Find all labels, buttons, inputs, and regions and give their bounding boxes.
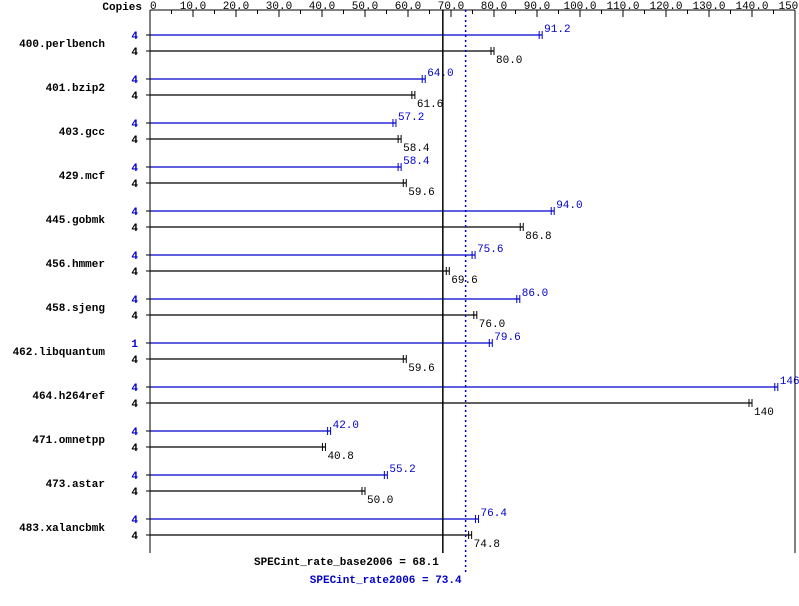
svg-text:30.0: 30.0 (266, 1, 292, 13)
copies-base: 4 (131, 135, 138, 147)
base-value: 80.0 (496, 55, 522, 67)
peak-value: 64.0 (427, 68, 453, 80)
peak-value: 55.2 (389, 464, 415, 476)
svg-text:20.0: 20.0 (223, 1, 249, 13)
base-value: 86.8 (525, 231, 551, 243)
benchmark-label: 464.h264ref (32, 391, 105, 403)
svg-text:50.0: 50.0 (352, 1, 378, 13)
base-value: 76.0 (479, 319, 505, 331)
peak-value: 58.4 (403, 156, 430, 168)
svg-text:90.0: 90.0 (524, 1, 550, 13)
peak-value: 57.2 (398, 112, 424, 124)
base-value: 40.8 (327, 451, 353, 463)
svg-text:70.0: 70.0 (438, 1, 464, 13)
copies-peak: 4 (131, 383, 138, 395)
copies-peak: 4 (131, 295, 138, 307)
base-value: 58.4 (403, 143, 430, 155)
peak-summary-label: SPECint_rate2006 = 73.4 (310, 575, 462, 587)
copies-peak: 4 (131, 251, 138, 263)
benchmark-label: 462.libquantum (13, 347, 106, 359)
base-value: 61.6 (417, 99, 443, 111)
benchmark-label: 471.omnetpp (32, 435, 105, 447)
copies-peak: 1 (131, 339, 138, 351)
base-value: 59.6 (408, 187, 434, 199)
copies-base: 4 (131, 267, 138, 279)
peak-value: 86.0 (522, 288, 548, 300)
benchmark-label: 456.hmmer (46, 259, 105, 271)
svg-text:130.0: 130.0 (692, 1, 725, 13)
copies-base: 4 (131, 91, 138, 103)
copies-peak: 4 (131, 163, 138, 175)
copies-peak: 4 (131, 119, 138, 131)
peak-value: 79.6 (494, 332, 520, 344)
copies-base: 4 (131, 311, 138, 323)
benchmark-label: 429.mcf (59, 171, 106, 183)
copies-peak: 4 (131, 207, 138, 219)
copies-base: 4 (131, 223, 138, 235)
benchmark-label: 458.sjeng (46, 303, 105, 315)
peak-value: 94.0 (556, 200, 582, 212)
base-summary-label: SPECint_rate_base2006 = 68.1 (254, 557, 439, 569)
svg-text:110.0: 110.0 (606, 1, 639, 13)
peak-value: 91.2 (544, 24, 570, 36)
benchmark-label: 403.gcc (59, 127, 105, 139)
svg-text:10.0: 10.0 (180, 1, 206, 13)
copies-peak: 4 (131, 75, 138, 87)
copies-base: 4 (131, 355, 138, 367)
benchmark-label: 400.perlbench (19, 39, 105, 51)
base-value: 140 (754, 407, 774, 419)
peak-value: 76.4 (481, 508, 508, 520)
copies-base: 4 (131, 531, 138, 543)
benchmark-label: 401.bzip2 (46, 83, 105, 95)
svg-text:140.0: 140.0 (735, 1, 768, 13)
base-value: 69.6 (451, 275, 477, 287)
copies-base: 4 (131, 487, 138, 499)
base-value: 59.6 (408, 363, 434, 375)
svg-text:60.0: 60.0 (395, 1, 421, 13)
base-value: 74.8 (474, 539, 500, 551)
copies-base: 4 (131, 443, 138, 455)
copies-peak: 4 (131, 31, 138, 43)
copies-base: 4 (131, 47, 138, 59)
peak-value: 75.6 (477, 244, 503, 256)
svg-text:Copies: Copies (102, 2, 142, 14)
peak-value: 146 (780, 376, 799, 388)
benchmark-label: 445.gobmk (46, 215, 106, 227)
svg-text:40.0: 40.0 (309, 1, 335, 13)
chart-svg: 0 10.0 20.0 30.0 40.0 50.0 60.0 70.0 80.0 90.0 100… (0, 0, 799, 606)
svg-text:80.0: 80.0 (481, 1, 507, 13)
svg-text:0: 0 (150, 1, 157, 13)
svg-text:100.0: 100.0 (563, 1, 596, 13)
copies-peak: 4 (131, 471, 138, 483)
base-value: 50.0 (367, 495, 393, 507)
copies-peak: 4 (131, 515, 138, 527)
copies-base: 4 (131, 179, 138, 191)
spec-rate-chart: 0 10.0 20.0 30.0 40.0 50.0 60.0 70.0 80.0 90.0 100… (0, 0, 799, 606)
benchmark-label: 473.astar (46, 479, 105, 491)
copies-base: 4 (131, 399, 138, 411)
benchmark-label: 483.xalancbmk (19, 523, 105, 535)
svg-text:150.0: 150.0 (778, 1, 799, 13)
peak-value: 42.0 (333, 420, 359, 432)
copies-peak: 4 (131, 427, 138, 439)
svg-text:120.0: 120.0 (649, 1, 682, 13)
